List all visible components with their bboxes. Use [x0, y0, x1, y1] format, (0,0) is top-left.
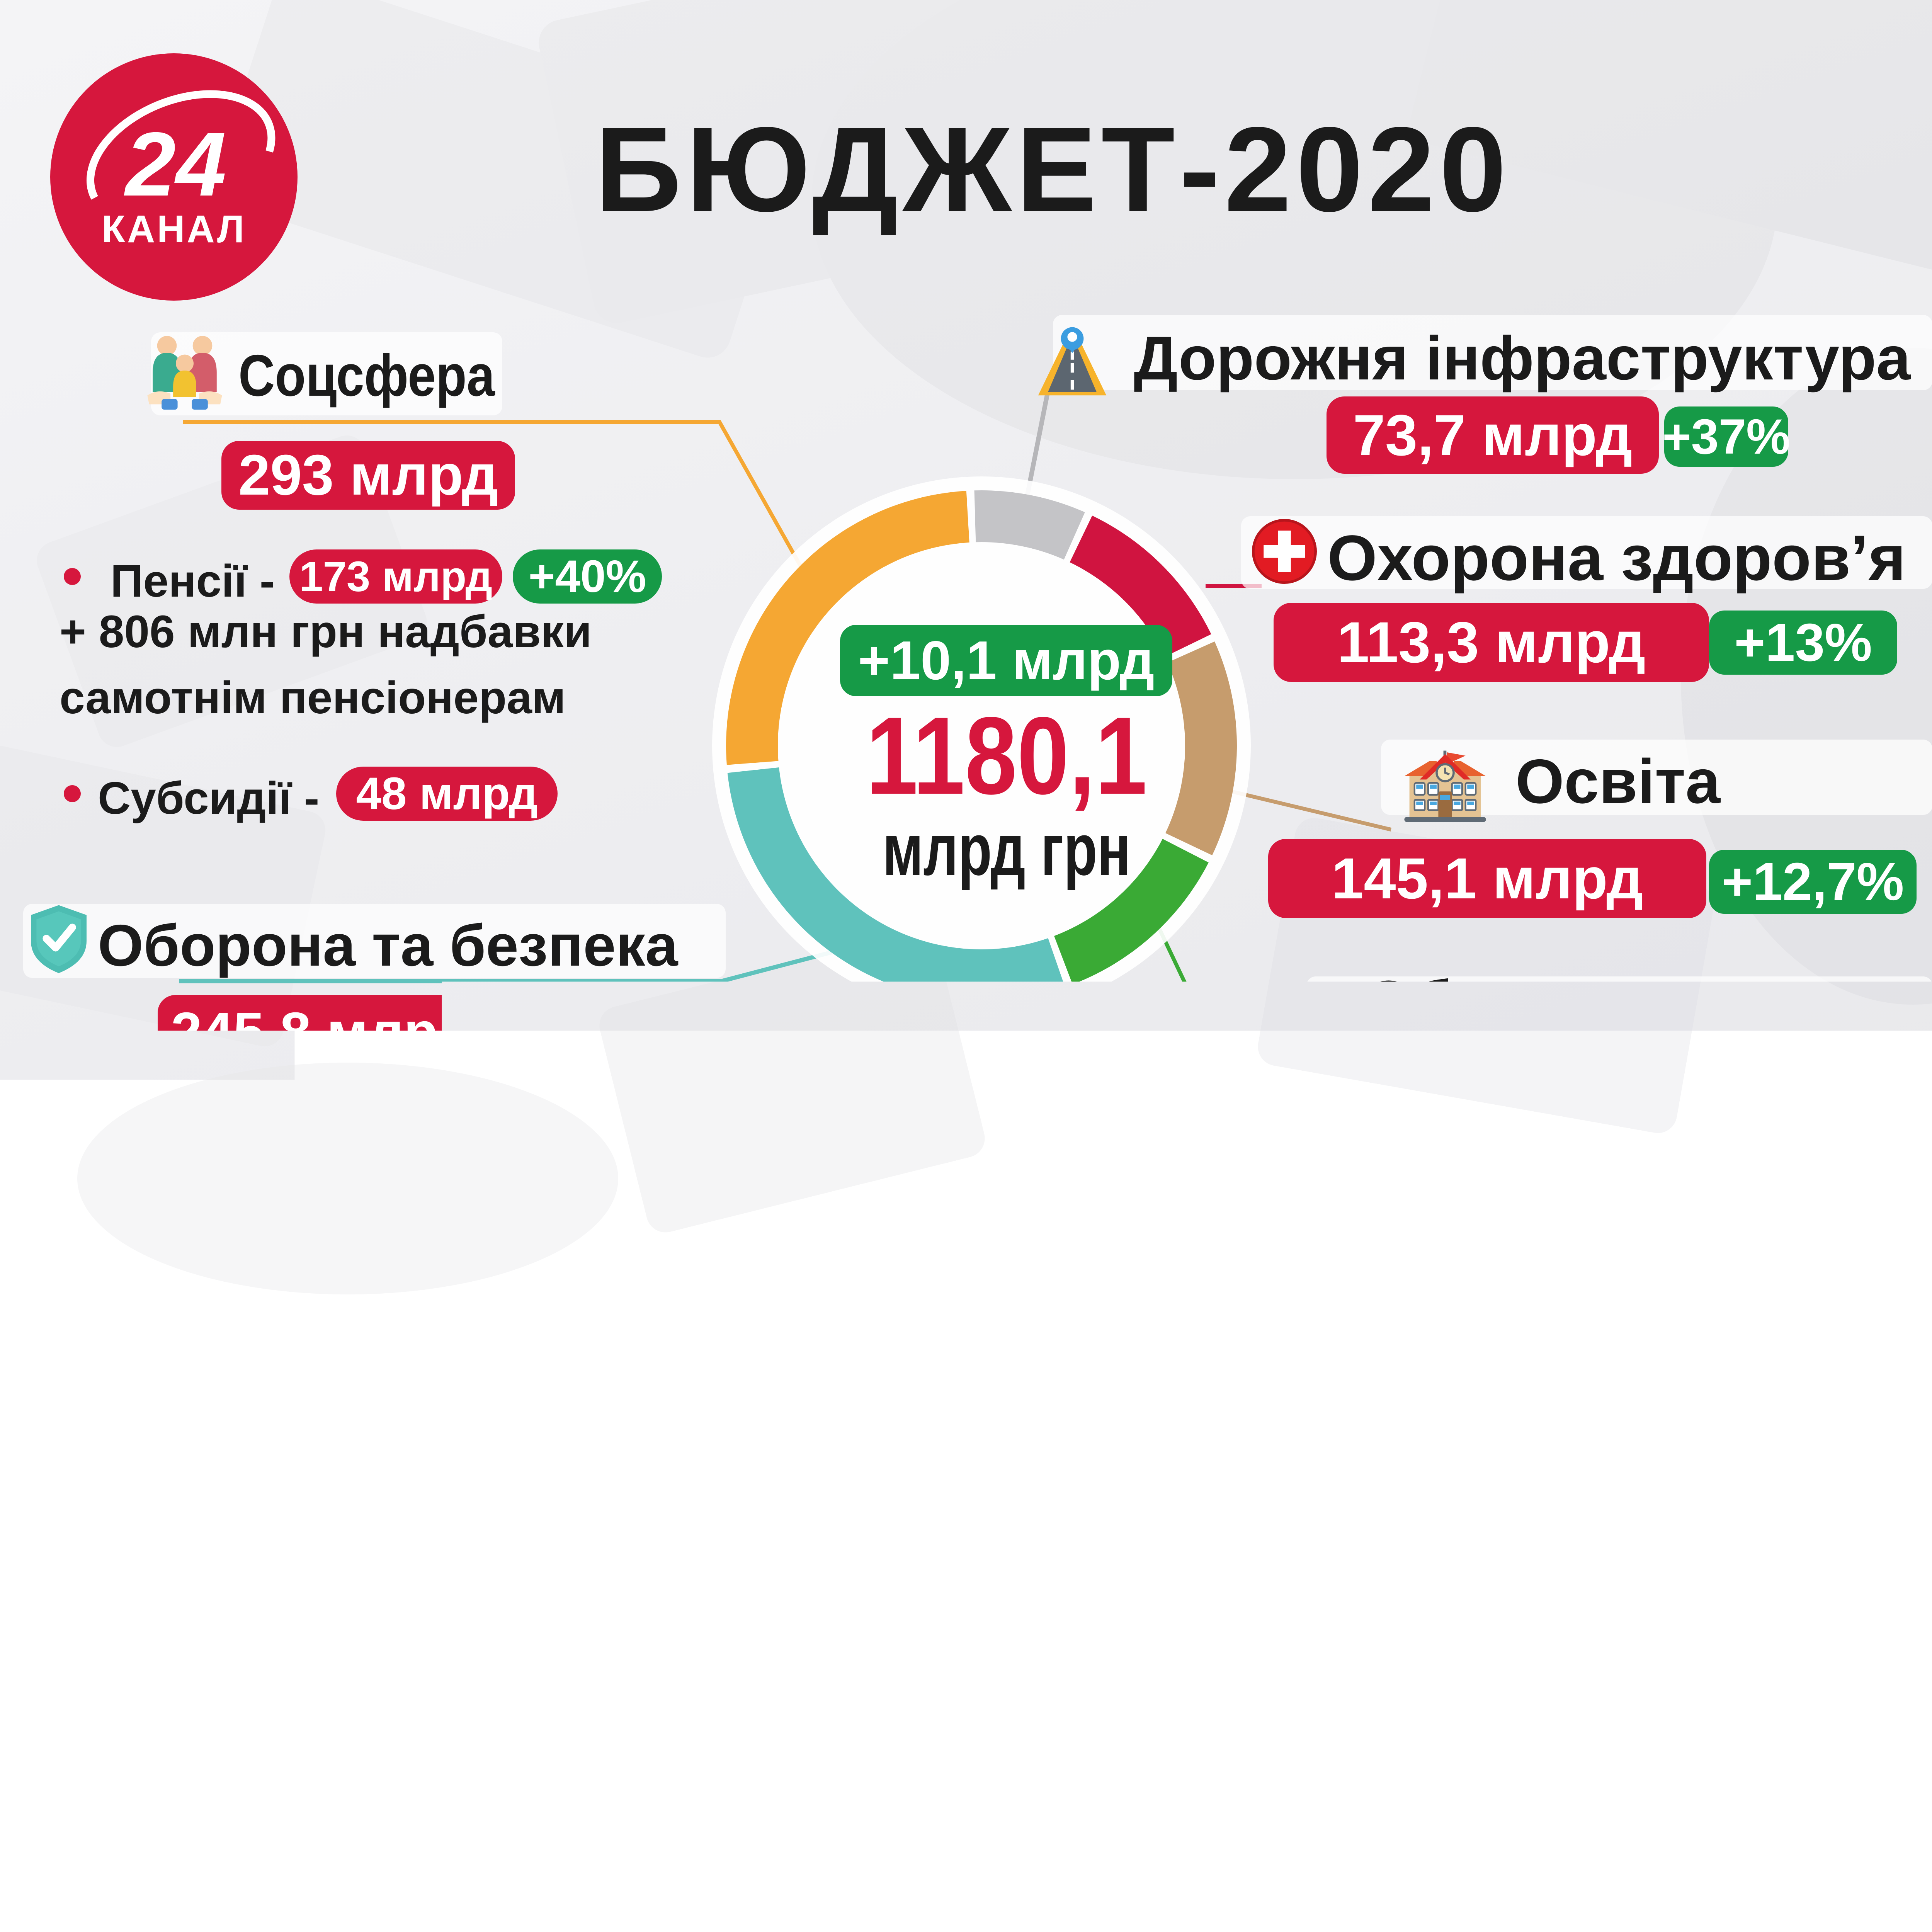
svg-text:$: $: [1289, 1006, 1304, 1036]
